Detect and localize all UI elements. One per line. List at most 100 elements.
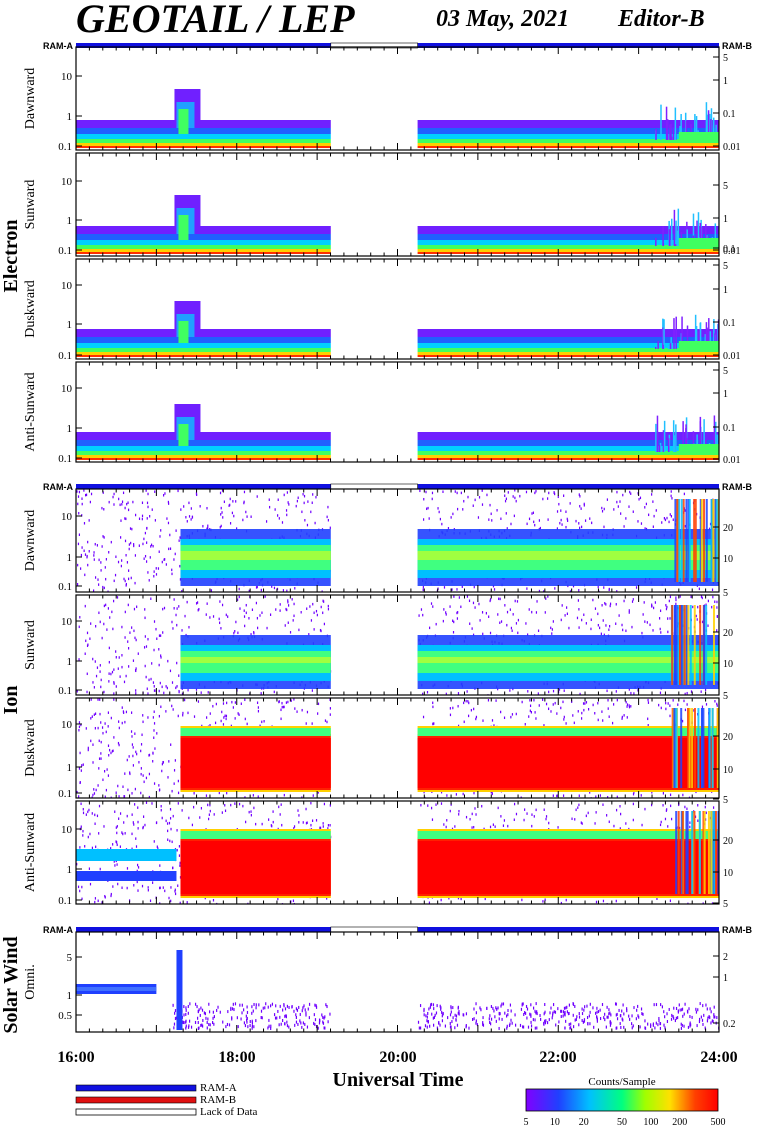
y-tick-label: 10 (61, 719, 73, 731)
panel-electron-dawnward: 10 1 0.1 5 1 0.1 0.01 Dawnward (23, 46, 741, 153)
spectrogram-panels: 10 1 0.1 5 1 0.1 0.01 Dawnward 10 1 0.1 5 1 0.1 0.01 Su… (23, 46, 741, 1033)
ram-label-right: RAM-B (722, 41, 752, 51)
y2-tick-label: 5 (723, 261, 728, 272)
y2-tick-label: 20 (723, 836, 733, 847)
colorbar-tick-label: 50 (617, 1117, 627, 1128)
y-tick-label: 1 (67, 990, 73, 1002)
y2-tick-label: 10 (723, 868, 733, 879)
y-tick-label: 0.1 (58, 141, 72, 153)
y2-tick-label: 5 (723, 181, 728, 192)
y2-tick-label: 10 (723, 659, 733, 670)
y-tick-label: 1 (67, 864, 73, 876)
lack-of-data-segment (330, 926, 418, 933)
colorbar: Counts/Sample 5 10 20 50 100 200 500 (524, 1076, 726, 1128)
y-tick-label: 1 (67, 762, 73, 774)
ram-label-left: RAM-A (43, 925, 73, 935)
y-tick-label: 10 (61, 824, 73, 836)
y2-tick-label: 20 (723, 523, 733, 534)
legend-swatch-ram-a (75, 1084, 197, 1092)
colorbar-tick-label: 10 (550, 1117, 560, 1128)
ram-legend: RAM-A RAM-B Lack of Data (75, 1082, 258, 1118)
colorbar-tick-label: 100 (643, 1117, 658, 1128)
ram-status-bars: RAM-A RAM-B RAM-A RAM-B RAM-A RAM-B (43, 41, 752, 935)
colorbar-gradient (525, 1088, 719, 1112)
panel-ion-sunward: 10 1 0.1 20 10 5 Sunward (23, 594, 733, 702)
group-label-ion: Ion (0, 686, 22, 715)
panel-label: Dawnward (23, 510, 38, 571)
y-tick-label: 0.1 (58, 788, 72, 800)
y2-tick-label: 1 (723, 389, 728, 400)
y-tick-label: 1 (67, 552, 73, 564)
y2-tick-label: 5 (723, 899, 728, 910)
y-tick-label: 1 (67, 111, 73, 123)
lack-of-data-segment (330, 483, 418, 490)
ram-label-left: RAM-A (43, 41, 73, 51)
y-tick-label: 0.1 (58, 453, 72, 465)
y2-tick-label: 2 (723, 952, 728, 963)
y-tick-label: 0.1 (58, 581, 72, 593)
colorbar-tick-label: 5 (524, 1117, 529, 1128)
panel-ion-duskward: 10 1 0.1 20 10 5 Duskward (23, 697, 733, 806)
y2-tick-label: 20 (723, 732, 733, 743)
panel-label: Anti-Sunward (23, 813, 38, 892)
y-tick-label: 1 (67, 656, 73, 668)
y2-tick-label: 1 (723, 214, 728, 225)
y-tick-label: 0.1 (58, 895, 72, 907)
x-axis-title: Universal Time (333, 1069, 464, 1091)
date-label: 03 May, 2021 (436, 6, 569, 32)
y2-tick-label: 5 (723, 691, 728, 702)
y2-tick-label: 0.01 (723, 142, 741, 153)
legend-label-ram-b: RAM-B (200, 1094, 236, 1106)
y2-tick-label: 10 (723, 554, 733, 565)
instrument-title: GEOTAIL / LEP (76, 0, 355, 41)
panel-ion-dawnward: 10 1 0.1 20 10 5 Dawnward (23, 488, 733, 599)
y-tick-label: 0.1 (58, 685, 72, 697)
colorbar-tick-label: 200 (672, 1117, 687, 1128)
legend-label-ram-a: RAM-A (200, 1082, 237, 1094)
panel-label: Anti-Sunward (23, 372, 38, 451)
ram-label-left: RAM-A (43, 482, 73, 492)
y2-tick-label: 0.1 (723, 109, 736, 120)
colorbar-tick-label: 500 (711, 1117, 726, 1128)
panel-ion-anti-sunward: 10 1 0.1 20 10 5 Anti-Sunward (23, 800, 733, 910)
panel-label: Sunward (23, 620, 38, 670)
y2-tick-label: 5 (723, 366, 728, 377)
x-axis: 16:00 18:00 20:00 22:00 24:00 Universal … (57, 1049, 737, 1091)
y-tick-label: 1 (67, 423, 73, 435)
y-tick-label: 1 (67, 319, 73, 331)
x-tick-label: 22:00 (539, 1049, 576, 1066)
y-tick-label: 10 (61, 383, 73, 395)
panel-frame (75, 931, 720, 1033)
ram-label-right: RAM-B (722, 925, 752, 935)
y2-tick-label: 5 (723, 588, 728, 599)
panel-label: Dawnward (23, 68, 38, 129)
x-tick-label: 18:00 (218, 1049, 255, 1066)
y-tick-label: 10 (61, 511, 73, 523)
y-tick-label: 5 (67, 952, 73, 964)
group-label-solar-wind: Solar Wind (0, 936, 22, 1033)
panel-label: Sunward (23, 180, 38, 230)
y2-tick-label: 10 (723, 765, 733, 776)
legend-label-lack-of-data: Lack of Data (200, 1106, 258, 1118)
y2-tick-label: 5 (723, 795, 728, 806)
panel-solar-wind-omni-: 5 1 0.5 2 1 0.2 Omni. (23, 931, 736, 1033)
editor-label: Editor-B (617, 6, 705, 32)
x-tick-label: 24:00 (700, 1049, 737, 1066)
x-tick-label: 20:00 (379, 1049, 416, 1066)
panel-electron-duskward: 10 1 0.1 5 1 0.1 0.01 Duskward (23, 258, 741, 362)
panel-label: Omni. (23, 964, 38, 999)
y2-tick-label: 1 (723, 285, 728, 296)
group-label-electron: Electron (0, 220, 22, 293)
y2-tick-label: 0.1 (723, 318, 736, 329)
y2-tick-label: 20 (723, 628, 733, 639)
y-tick-label: 0.1 (58, 245, 72, 257)
y2-tick-label: 0.1 (723, 244, 736, 255)
panel-label: Duskward (23, 719, 38, 777)
colorbar-title: Counts/Sample (588, 1076, 655, 1088)
y-tick-label: 10 (61, 280, 73, 292)
panel-label: Duskward (23, 280, 38, 338)
y2-tick-label: 0.01 (723, 455, 741, 466)
ram-label-right: RAM-B (722, 482, 752, 492)
